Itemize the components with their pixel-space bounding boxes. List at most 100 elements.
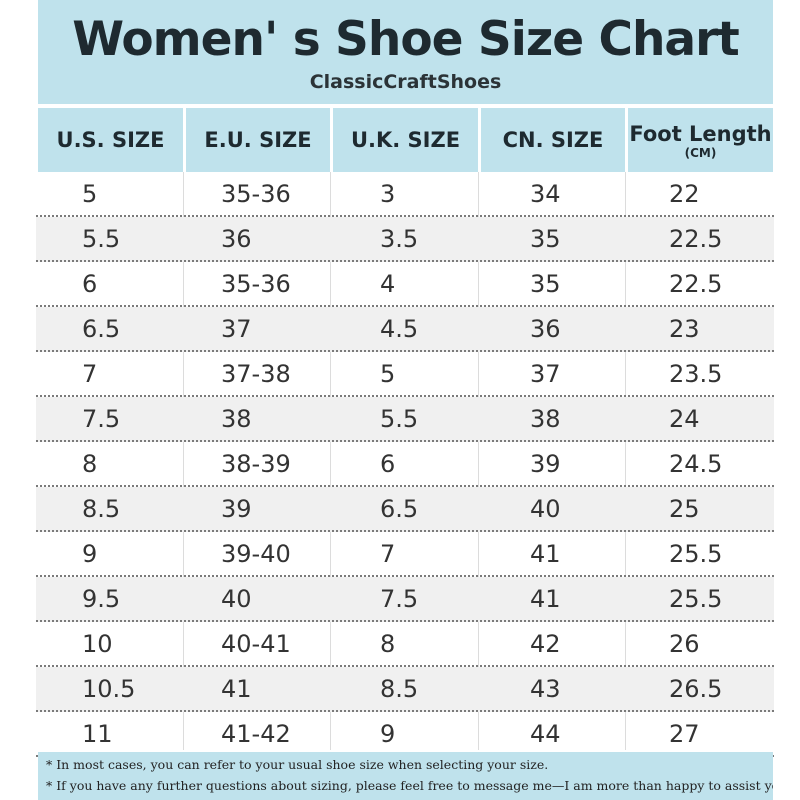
note-line: * If you have any further questions abou…: [46, 778, 773, 793]
cell-foot-length: 22.5: [669, 224, 723, 253]
cell-cn-size: 38: [530, 404, 561, 433]
cell-uk-size: 7.5: [380, 584, 419, 613]
note-line: * In most cases, you can refer to your u…: [46, 757, 549, 772]
cell-us-size: 7.5: [82, 404, 121, 433]
cell-eu-size: 38-39: [221, 449, 291, 478]
cell-uk-size: 3: [380, 179, 396, 208]
cell-us-size: 9: [82, 539, 98, 568]
header-uk-size: U.K. SIZE: [333, 108, 478, 172]
cell-foot-length: 24: [669, 404, 700, 433]
table-row: 10.5 41 8.5 43 26.5: [36, 667, 774, 712]
table-row: 5.5 36 3.5 35 22.5: [36, 217, 774, 262]
header-cn-size: CN. SIZE: [481, 108, 625, 172]
header-eu-size: E.U. SIZE: [186, 108, 330, 172]
cell-uk-size: 6.5: [380, 494, 419, 523]
table-row: 7.5 38 5.5 38 24: [36, 397, 774, 442]
cell-foot-length: 22.5: [669, 269, 723, 298]
cell-cn-size: 39: [530, 449, 561, 478]
cell-cn-size: 40: [530, 494, 561, 523]
cell-foot-length: 25.5: [669, 584, 723, 613]
cell-uk-size: 4: [380, 269, 396, 298]
cell-eu-size: 41: [221, 674, 252, 703]
cell-eu-size: 37: [221, 314, 252, 343]
cell-uk-size: 7: [380, 539, 396, 568]
cell-uk-size: 5: [380, 359, 396, 388]
cell-cn-size: 35: [530, 269, 561, 298]
cell-foot-length: 26.5: [669, 674, 723, 703]
cell-eu-size: 38: [221, 404, 252, 433]
column-divider: [330, 172, 331, 750]
header-label: Foot Length: [629, 122, 772, 146]
notes-footer: * In most cases, you can refer to your u…: [38, 752, 773, 800]
cell-us-size: 8: [82, 449, 98, 478]
cell-uk-size: 9: [380, 719, 396, 748]
header-foot-length: Foot Length (CM): [628, 108, 773, 172]
cell-cn-size: 43: [530, 674, 561, 703]
cell-eu-size: 35-36: [221, 179, 291, 208]
cell-us-size: 10: [82, 629, 113, 658]
cell-cn-size: 42: [530, 629, 561, 658]
cell-cn-size: 36: [530, 314, 561, 343]
cell-foot-length: 26: [669, 629, 700, 658]
cell-us-size: 11: [82, 719, 113, 748]
cell-us-size: 6: [82, 269, 98, 298]
cell-uk-size: 8.5: [380, 674, 419, 703]
cell-foot-length: 27: [669, 719, 700, 748]
table-row: 9.5 40 7.5 41 25.5: [36, 577, 774, 622]
cell-uk-size: 6: [380, 449, 396, 478]
table-row: 6.5 37 4.5 36 23: [36, 307, 774, 352]
cell-eu-size: 39: [221, 494, 252, 523]
cell-foot-length: 22: [669, 179, 700, 208]
cell-eu-size: 40: [221, 584, 252, 613]
cell-uk-size: 3.5: [380, 224, 419, 253]
column-divider: [478, 172, 479, 750]
cell-eu-size: 36: [221, 224, 252, 253]
cell-foot-length: 23: [669, 314, 700, 343]
header-label: CN. SIZE: [502, 128, 604, 152]
cell-cn-size: 41: [530, 584, 561, 613]
cell-foot-length: 23.5: [669, 359, 723, 388]
cell-us-size: 8.5: [82, 494, 121, 523]
size-table-body: 5 35-36 3 34 22 5.5 36 3.5 35 22.5 6 35-36 4 35 22.5 6.…: [36, 172, 774, 757]
table-row: 6 35-36 4 35 22.5: [36, 262, 774, 307]
cell-eu-size: 40-41: [221, 629, 291, 658]
cell-cn-size: 37: [530, 359, 561, 388]
table-row: 10 40-41 8 42 26: [36, 622, 774, 667]
cell-us-size: 7: [82, 359, 98, 388]
cell-us-size: 6.5: [82, 314, 121, 343]
table-row: 7 37-38 5 37 23.5: [36, 352, 774, 397]
cell-foot-length: 25: [669, 494, 700, 523]
cell-cn-size: 41: [530, 539, 561, 568]
cell-uk-size: 5.5: [380, 404, 419, 433]
title-banner: Women' s Shoe Size Chart ClassicCraftSho…: [38, 0, 773, 104]
cell-us-size: 10.5: [82, 674, 136, 703]
cell-eu-size: 39-40: [221, 539, 291, 568]
cell-us-size: 5: [82, 179, 98, 208]
header-label: E.U. SIZE: [204, 128, 312, 152]
cell-eu-size: 37-38: [221, 359, 291, 388]
cell-cn-size: 34: [530, 179, 561, 208]
header-unit: (CM): [684, 146, 717, 160]
header-us-size: U.S. SIZE: [38, 108, 183, 172]
cell-us-size: 5.5: [82, 224, 121, 253]
brand-name: ClassicCraftShoes: [309, 71, 502, 93]
cell-foot-length: 24.5: [669, 449, 723, 478]
column-divider: [183, 172, 184, 750]
header-label: U.K. SIZE: [350, 128, 461, 152]
table-header: U.S. SIZE E.U. SIZE U.K. SIZE CN. SIZE F…: [38, 108, 773, 172]
cell-cn-size: 44: [530, 719, 561, 748]
table-row: 9 39-40 7 41 25.5: [36, 532, 774, 577]
cell-eu-size: 35-36: [221, 269, 291, 298]
column-divider: [625, 172, 626, 750]
cell-uk-size: 4.5: [380, 314, 419, 343]
cell-us-size: 9.5: [82, 584, 121, 613]
cell-uk-size: 8: [380, 629, 396, 658]
table-row: 8 38-39 6 39 24.5: [36, 442, 774, 487]
table-row: 5 35-36 3 34 22: [36, 172, 774, 217]
header-label: U.S. SIZE: [56, 128, 165, 152]
cell-eu-size: 41-42: [221, 719, 291, 748]
cell-foot-length: 25.5: [669, 539, 723, 568]
table-row: 8.5 39 6.5 40 25: [36, 487, 774, 532]
cell-cn-size: 35: [530, 224, 561, 253]
table-row: 11 41-42 9 44 27: [36, 712, 774, 757]
